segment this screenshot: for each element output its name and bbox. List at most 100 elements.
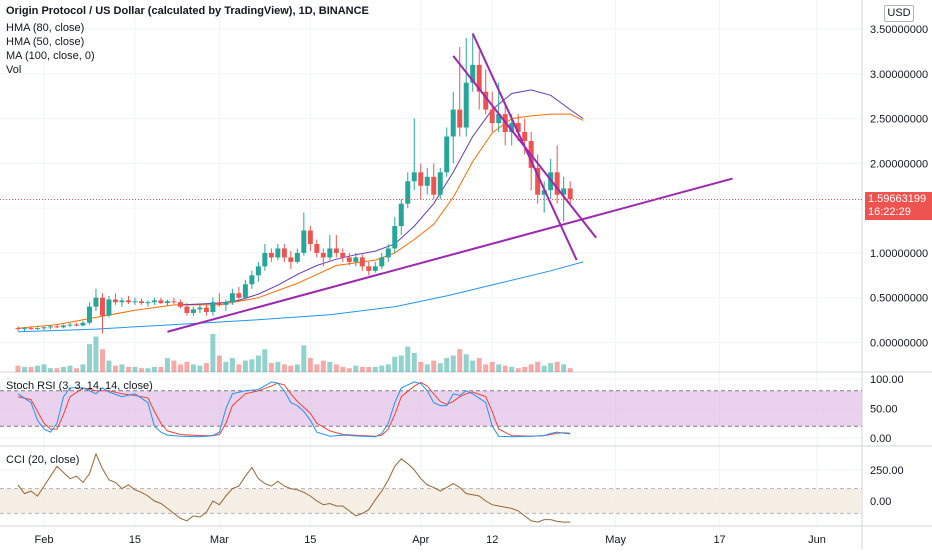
candle-body (314, 243, 320, 253)
candle-body (99, 297, 105, 316)
candle-body (431, 176, 437, 195)
volume-bar (385, 364, 391, 372)
volume-bar (171, 360, 177, 372)
volume-bar (223, 361, 229, 372)
legend-hma80[interactable]: HMA (80, close) (6, 22, 85, 34)
last-price-tag: 1.59663199 16:22:29 (865, 192, 932, 220)
volume-bar (567, 368, 573, 372)
trendline (167, 177, 733, 333)
time-tick-label: May (605, 534, 626, 546)
candle-body (327, 248, 333, 258)
candle-body (301, 230, 307, 253)
volume-bar (340, 366, 346, 372)
time-tick-label: Mar (210, 534, 229, 546)
stoch-rsi-label[interactable]: Stoch RSI (3, 3, 14, 14, close) (6, 380, 153, 392)
candle-body (236, 293, 242, 298)
price-tick-label: 1.00000000 (870, 248, 928, 260)
candle-body (333, 248, 339, 253)
price-tick-label: 0.00000000 (870, 338, 928, 350)
volume-bar (229, 358, 235, 372)
candle-body (54, 326, 60, 328)
volume-bar (346, 368, 352, 372)
candle-body (203, 307, 209, 313)
volume-bar (242, 360, 248, 372)
volume-bar (73, 368, 79, 372)
volume-bar (145, 368, 151, 372)
candle-body (340, 252, 346, 258)
stoch-tick-label: 100.00 (870, 374, 904, 386)
volume-bar (548, 363, 554, 372)
candle-body (86, 306, 92, 323)
cci-label[interactable]: CCI (20, close) (6, 454, 80, 466)
candle-body (15, 328, 21, 330)
candle-body (379, 257, 385, 267)
volume-bar (444, 358, 450, 372)
candle-body (372, 266, 378, 271)
candle-body (138, 301, 144, 304)
candle-body (73, 324, 79, 326)
volume-bar (35, 365, 41, 372)
volume-bar (268, 363, 274, 372)
candle-body (554, 172, 560, 195)
candle-body (444, 136, 450, 173)
currency-button[interactable]: USD (884, 5, 914, 22)
candle-body (106, 299, 112, 316)
price-tick-label: 2.00000000 (870, 158, 928, 170)
volume-bar (249, 359, 255, 372)
candle-body (567, 188, 573, 200)
volume-bar (437, 363, 443, 372)
candle-body (216, 302, 222, 305)
hma80-line (180, 89, 584, 306)
volume-bar (216, 355, 222, 372)
volume-bar (424, 364, 430, 372)
candle-body (411, 172, 417, 182)
candle-body (171, 301, 177, 303)
candle-body (229, 293, 235, 303)
volume-bar (509, 366, 515, 372)
volume-bar (119, 364, 125, 372)
candle-body (112, 299, 118, 303)
volume-bar (28, 366, 34, 372)
candle-body (470, 64, 476, 83)
volume-bar (197, 365, 203, 372)
stoch-d-line (17, 381, 571, 437)
candle-body (496, 114, 502, 124)
volume-bar (554, 361, 560, 372)
volume-bar (158, 366, 164, 372)
candle-body (125, 300, 131, 303)
candle-body (158, 300, 164, 304)
candle-body (535, 167, 541, 195)
volume-bar (470, 360, 476, 372)
volume-bar (67, 365, 73, 372)
volume-bar (333, 364, 339, 372)
candle-body (457, 109, 463, 128)
legend-ma100[interactable]: MA (100, close, 0) (6, 50, 95, 62)
volume-bar (431, 360, 437, 372)
volume-bar (496, 364, 502, 372)
volume-bar (106, 360, 112, 372)
candle-body (184, 306, 190, 313)
candle-body (541, 190, 547, 195)
legend-volume[interactable]: Vol (6, 64, 22, 76)
candle-body (346, 257, 352, 262)
candle-body (47, 326, 53, 328)
volume-bar (541, 365, 547, 372)
candle-body (424, 176, 430, 186)
volume-bar (307, 358, 313, 372)
candle-body (281, 248, 287, 258)
candle-body (119, 300, 125, 303)
volume-bar (281, 364, 287, 372)
candle-body (437, 172, 443, 195)
legend-hma50[interactable]: HMA (50, close) (6, 36, 85, 48)
candle-body (262, 252, 268, 267)
volume-bar (177, 364, 183, 372)
volume-bar (47, 368, 53, 372)
volume-bar (353, 365, 359, 372)
candle-body (190, 309, 196, 313)
volume-bar (80, 364, 86, 372)
volume-bar (60, 366, 66, 372)
candle-body (353, 257, 359, 262)
volume-bar (483, 364, 489, 372)
